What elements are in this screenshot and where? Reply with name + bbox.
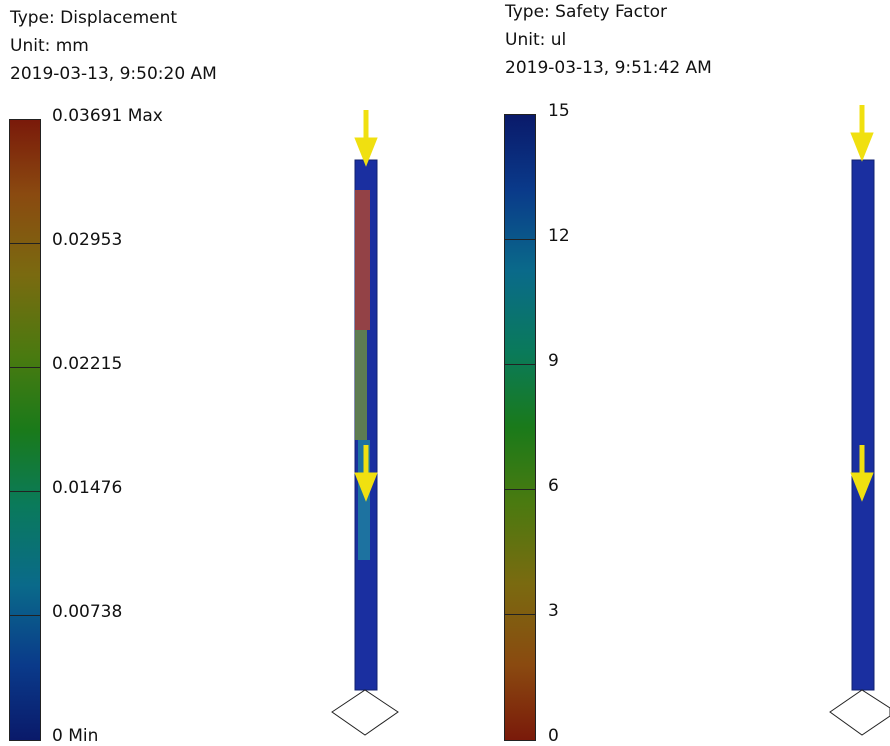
legend-label: 9 — [548, 351, 559, 371]
legend-tick — [504, 364, 536, 365]
legend-label: 0.03691 Max — [52, 106, 163, 126]
legend-label: 12 — [548, 226, 570, 246]
legend-label: 6 — [548, 476, 559, 496]
model-left — [332, 110, 398, 735]
legend-tick — [9, 243, 41, 244]
legend-label: 0 — [548, 726, 559, 746]
legend-tick — [504, 489, 536, 490]
model-right — [830, 105, 890, 735]
legend-tick — [504, 614, 536, 615]
legend-label: 15 — [548, 101, 570, 121]
legend-tick — [504, 239, 536, 240]
legend-label: 0.02215 — [52, 354, 122, 374]
legend-label: 0.00738 — [52, 602, 122, 622]
legend-label: 0.01476 — [52, 478, 122, 498]
legend-tick — [9, 367, 41, 368]
legend-tick — [9, 615, 41, 616]
legend-tick — [9, 491, 41, 492]
legend-label: 0.02953 — [52, 230, 122, 250]
legend-label: 3 — [548, 601, 559, 621]
screen: Type: Displacement Unit: mm 2019-03-13, … — [0, 0, 890, 746]
legend-label: 0 Min — [52, 726, 98, 746]
